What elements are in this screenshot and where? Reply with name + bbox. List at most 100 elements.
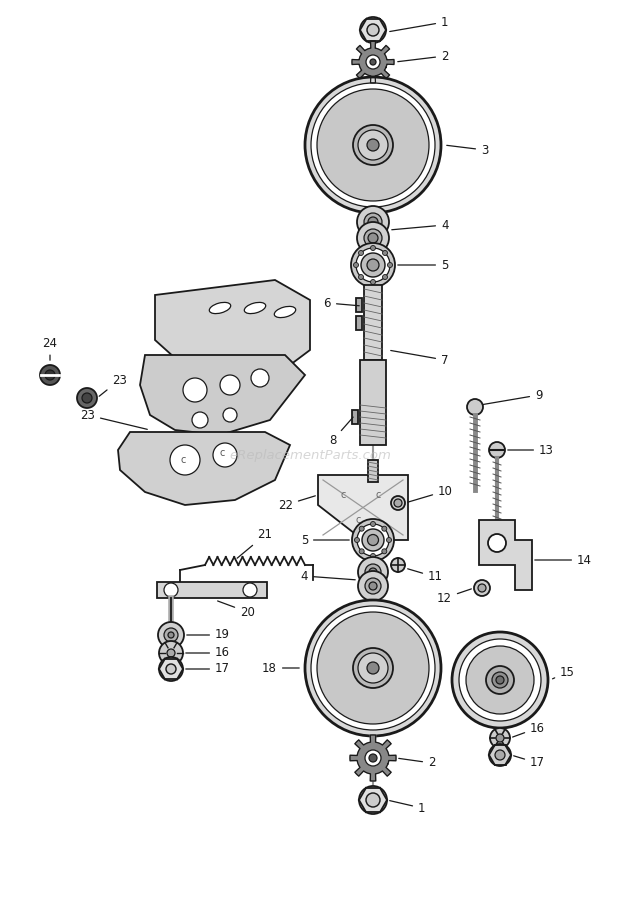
Circle shape: [383, 275, 388, 279]
Circle shape: [486, 666, 514, 694]
Text: 5: 5: [398, 258, 448, 271]
Polygon shape: [118, 432, 290, 505]
Text: 4: 4: [301, 570, 355, 582]
Text: 1: 1: [390, 801, 425, 814]
Text: 1: 1: [390, 16, 448, 32]
Text: 9: 9: [483, 389, 542, 404]
Circle shape: [489, 744, 511, 766]
Circle shape: [467, 399, 483, 415]
Circle shape: [77, 388, 97, 408]
Circle shape: [358, 653, 388, 683]
Circle shape: [82, 393, 92, 403]
Text: 16: 16: [513, 721, 545, 737]
Text: 16: 16: [186, 646, 230, 659]
Text: 21: 21: [237, 529, 273, 558]
Circle shape: [166, 664, 176, 674]
Circle shape: [358, 130, 388, 160]
Circle shape: [359, 526, 364, 531]
Circle shape: [366, 793, 380, 807]
Text: c: c: [219, 448, 224, 458]
Text: 2: 2: [399, 757, 435, 770]
Circle shape: [358, 557, 388, 587]
Circle shape: [359, 786, 387, 814]
Circle shape: [243, 583, 257, 597]
Circle shape: [366, 55, 380, 69]
Text: 10: 10: [408, 485, 453, 502]
Text: 12: 12: [437, 589, 471, 604]
Circle shape: [371, 246, 376, 250]
Circle shape: [305, 600, 441, 736]
Circle shape: [167, 649, 175, 657]
Circle shape: [45, 370, 55, 380]
Circle shape: [358, 275, 363, 279]
Circle shape: [368, 534, 378, 545]
Circle shape: [192, 412, 208, 428]
Circle shape: [495, 750, 505, 760]
Text: 7: 7: [391, 351, 448, 366]
Circle shape: [391, 496, 405, 510]
Circle shape: [358, 250, 363, 256]
Circle shape: [164, 583, 178, 597]
Circle shape: [365, 578, 381, 594]
Circle shape: [357, 524, 389, 556]
Text: 22: 22: [278, 496, 316, 511]
Text: 23: 23: [80, 408, 148, 429]
Bar: [360, 360, 386, 445]
Circle shape: [223, 408, 237, 422]
Circle shape: [360, 17, 386, 43]
Text: 17: 17: [186, 663, 230, 676]
Bar: [352, 410, 358, 424]
Circle shape: [388, 263, 392, 268]
Circle shape: [452, 632, 548, 728]
Bar: [356, 298, 362, 312]
Circle shape: [317, 89, 429, 201]
Polygon shape: [352, 41, 394, 83]
Text: 14: 14: [535, 553, 592, 566]
Bar: [368, 460, 378, 482]
Circle shape: [355, 538, 360, 542]
Circle shape: [364, 229, 382, 247]
Text: 8: 8: [329, 417, 353, 446]
Text: 17: 17: [513, 756, 545, 770]
Polygon shape: [155, 280, 310, 370]
Polygon shape: [318, 475, 408, 540]
Ellipse shape: [244, 302, 266, 313]
Circle shape: [359, 549, 364, 554]
Circle shape: [352, 519, 394, 561]
Circle shape: [478, 584, 486, 592]
Circle shape: [488, 534, 506, 552]
Circle shape: [358, 571, 388, 601]
Circle shape: [159, 657, 183, 681]
Circle shape: [311, 83, 435, 207]
Circle shape: [490, 728, 510, 748]
Circle shape: [367, 259, 379, 271]
Circle shape: [365, 564, 381, 580]
Bar: [157, 582, 267, 598]
Circle shape: [466, 646, 534, 714]
Ellipse shape: [274, 307, 296, 318]
Circle shape: [369, 754, 377, 762]
Circle shape: [213, 443, 237, 467]
Polygon shape: [479, 520, 532, 590]
Circle shape: [459, 639, 541, 721]
Circle shape: [367, 24, 379, 36]
Circle shape: [496, 734, 504, 742]
Circle shape: [382, 549, 387, 554]
Circle shape: [368, 233, 378, 243]
Circle shape: [317, 612, 429, 724]
Text: 15: 15: [552, 666, 575, 679]
Text: 20: 20: [218, 601, 255, 618]
Bar: [364, 285, 382, 360]
Circle shape: [357, 206, 389, 238]
Circle shape: [394, 499, 402, 507]
Text: 19: 19: [187, 628, 230, 642]
Text: 11: 11: [408, 569, 443, 583]
Circle shape: [353, 648, 393, 688]
Circle shape: [220, 375, 240, 395]
Text: 18: 18: [262, 662, 299, 675]
Circle shape: [474, 580, 490, 596]
Circle shape: [364, 213, 382, 231]
Circle shape: [369, 582, 377, 590]
Circle shape: [367, 662, 379, 674]
Text: c: c: [180, 455, 185, 465]
